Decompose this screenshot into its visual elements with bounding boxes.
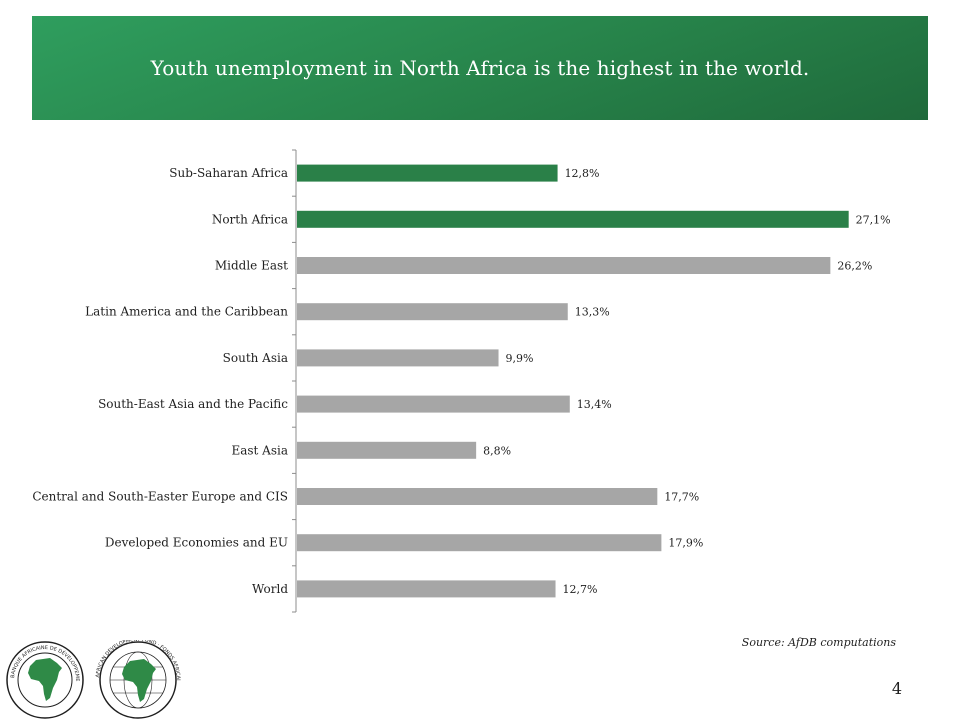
afdb-logo: BANQUE AFRICAINE DE DÉVELOPPEMENT · AFRI…: [0, 640, 84, 719]
data-label: 17,9%: [668, 537, 703, 550]
data-label: 13,3%: [575, 306, 610, 319]
bar: [297, 580, 556, 598]
category-label: Sub-Saharan Africa: [169, 166, 288, 180]
slide-title: Youth unemployment in North Africa is th…: [150, 56, 810, 80]
data-label: 12,8%: [565, 167, 600, 180]
category-label: World: [252, 582, 288, 596]
bar: [297, 488, 658, 505]
category-label: Middle East: [215, 259, 288, 273]
data-label: 27,1%: [856, 213, 891, 226]
data-label: 17,7%: [664, 491, 699, 504]
africa-icon: [122, 659, 156, 702]
data-label: 13,4%: [577, 398, 612, 411]
source-note: Source: AfDB computations: [741, 636, 896, 649]
africa-icon: [28, 658, 62, 701]
category-label: Central and South-Easter Europe and CIS: [32, 490, 288, 504]
bar: [297, 257, 831, 274]
category-label: East Asia: [231, 443, 288, 457]
data-label: 12,7%: [563, 583, 598, 596]
logos: BANQUE AFRICAINE DE DÉVELOPPEMENT · AFRI…: [0, 640, 181, 719]
data-label: 8,8%: [483, 444, 511, 457]
category-label: North Africa: [212, 212, 288, 226]
bar: [297, 441, 477, 459]
page-number: 4: [891, 679, 902, 698]
category-label: South Asia: [223, 351, 288, 365]
data-label: 9,9%: [506, 352, 534, 365]
bar: [297, 210, 849, 228]
bar: [297, 395, 570, 413]
bar: [297, 303, 568, 321]
title-banner: Youth unemployment in North Africa is th…: [32, 16, 928, 120]
bar: [297, 349, 499, 367]
category-label: Developed Economies and EU: [105, 536, 288, 550]
data-label: 26,2%: [837, 260, 872, 273]
bar: [297, 164, 558, 182]
category-label: Latin America and the Caribbean: [85, 305, 288, 319]
bar: [297, 534, 662, 552]
category-label: South-East Asia and the Pacific: [98, 397, 288, 411]
